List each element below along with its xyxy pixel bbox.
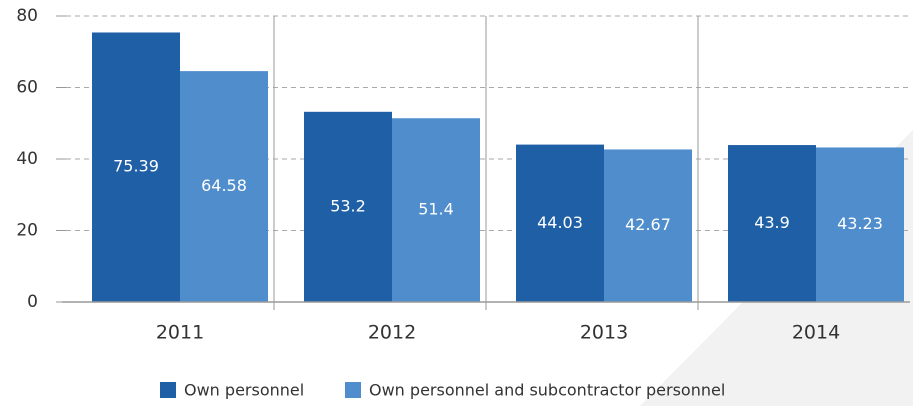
y-tick-label: 60 xyxy=(16,78,38,98)
value-label: 43.9 xyxy=(754,213,790,232)
bar xyxy=(516,144,604,302)
x-tick-label: 2012 xyxy=(368,322,416,344)
legend-swatch xyxy=(160,382,176,398)
bar xyxy=(180,71,268,303)
y-tick-label: 20 xyxy=(16,221,38,241)
x-tick-label: 2014 xyxy=(792,322,840,344)
legend-label: Own personnel xyxy=(184,381,304,400)
value-label: 44.03 xyxy=(537,213,583,232)
value-label: 43.23 xyxy=(837,214,883,233)
value-label: 53.2 xyxy=(330,196,366,215)
bar xyxy=(816,147,904,302)
x-tick-label: 2013 xyxy=(580,322,628,344)
y-tick-label: 80 xyxy=(16,6,38,26)
bar xyxy=(92,32,180,303)
bar xyxy=(604,149,692,302)
value-label: 64.58 xyxy=(201,176,247,195)
bar xyxy=(304,111,392,302)
legend-label: Own personnel and subcontractor personne… xyxy=(369,381,725,400)
bar xyxy=(728,145,816,302)
value-label: 75.39 xyxy=(113,157,159,176)
y-tick-label: 0 xyxy=(27,292,38,312)
bar xyxy=(392,118,480,303)
value-label: 42.67 xyxy=(625,215,671,234)
legend-swatch xyxy=(345,382,361,398)
x-tick-label: 2011 xyxy=(156,322,204,344)
value-label: 51.4 xyxy=(418,200,454,219)
y-tick-label: 40 xyxy=(16,149,38,169)
